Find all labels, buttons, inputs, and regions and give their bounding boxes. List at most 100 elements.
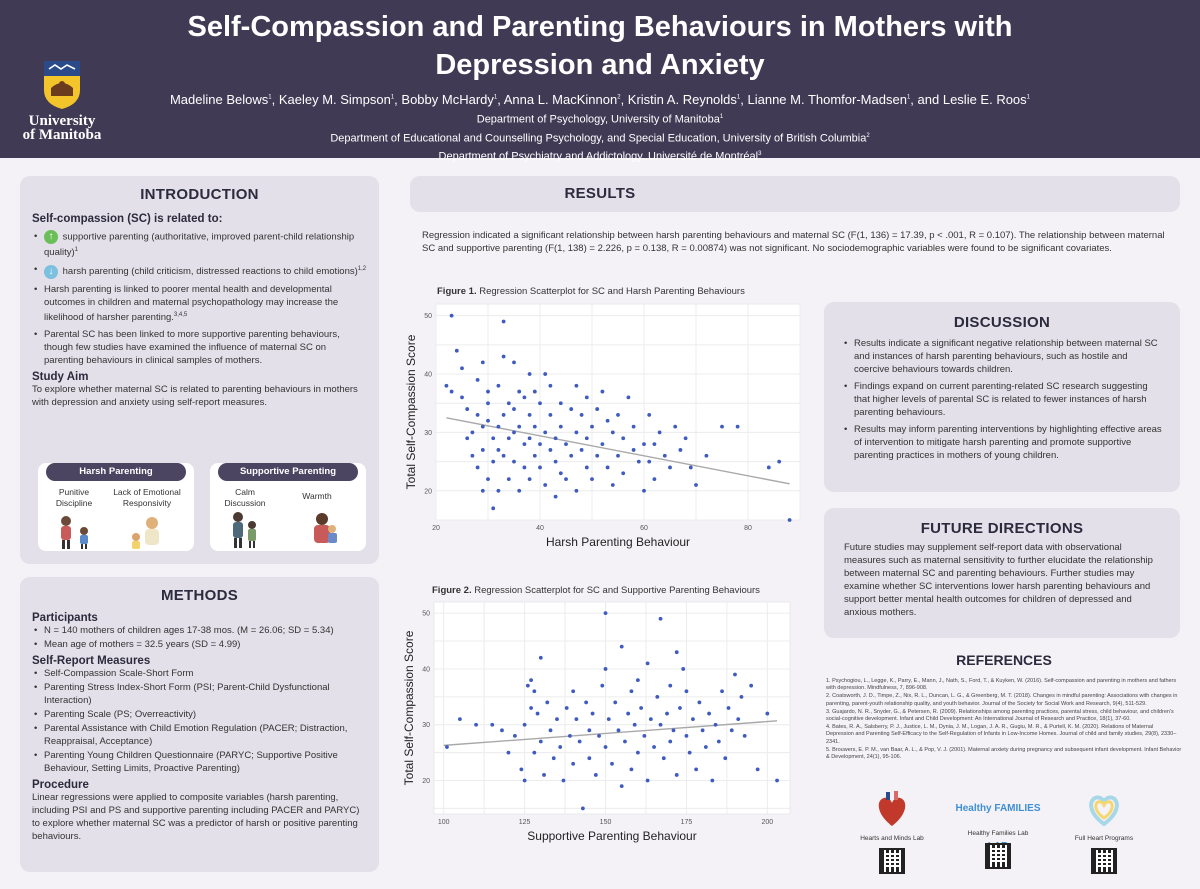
- discussion-list: Results indicate a significant negative …: [842, 337, 1162, 462]
- data-point: [775, 778, 779, 783]
- future-directions-text: Future studies may supplement self-repor…: [844, 542, 1153, 618]
- intro-bullets: ↑ supportive parenting (authoritative, i…: [32, 230, 367, 367]
- data-point: [496, 383, 501, 388]
- data-point: [532, 750, 537, 755]
- references-title: REFERENCES: [956, 652, 1052, 668]
- intro-bullet-gap: Parental SC has been linked to more supp…: [32, 328, 367, 367]
- author: Kaeley M. Simpson: [278, 92, 391, 107]
- data-point: [729, 728, 734, 733]
- author-affil-sup: 1: [493, 94, 498, 101]
- author: Madeline Belows: [169, 92, 269, 107]
- data-point: [621, 436, 626, 441]
- data-point: [542, 773, 546, 777]
- introduction-panel: INTRODUCTION Self-compassion (SC) is rel…: [20, 176, 379, 564]
- discussion-panel: DISCUSSION Results indicate a significan…: [824, 302, 1180, 492]
- reference-item: 3. Guajardo, N. R., Snyder, G., & Peters…: [826, 708, 1174, 723]
- author-affil-sup: 1: [906, 94, 911, 101]
- qr-code-icon[interactable]: [879, 848, 905, 874]
- reference-item: 5. Brouwers, E. P. M., van Baar, A. L., …: [826, 746, 1182, 761]
- data-point: [522, 465, 527, 470]
- measure-item: Parenting Scale (PS; Overreactivity): [32, 708, 367, 721]
- y-tick-label: 40: [422, 666, 430, 673]
- supportive-card-title: Supportive Parenting: [218, 463, 358, 481]
- author-affil-sup: 1: [268, 94, 272, 101]
- data-point: [553, 459, 558, 464]
- data-point: [742, 733, 747, 738]
- data-point: [543, 372, 548, 376]
- data-point: [460, 395, 464, 400]
- data-point: [688, 465, 693, 470]
- data-point: [631, 424, 636, 429]
- data-point: [720, 424, 724, 429]
- future-directions-title: FUTURE DIRECTIONS: [920, 520, 1084, 537]
- data-point: [527, 372, 532, 376]
- qr-code-icon[interactable]: [985, 843, 1011, 869]
- data-point: [444, 383, 449, 388]
- participant-item: Mean age of mothers = 32.5 years (SD = 4…: [32, 638, 367, 651]
- x-tick-label: 40: [536, 525, 544, 532]
- data-point: [490, 722, 495, 727]
- data-point: [713, 722, 718, 727]
- figure-2-scatterplot: 100 125 150 175 200 20 30 40 50 Supportive Parent…: [402, 601, 791, 843]
- rainbow-heart-icon: [1089, 795, 1119, 827]
- data-point: [538, 655, 543, 660]
- lab-name: Hearts and Minds Lab: [860, 835, 924, 842]
- data-point: [522, 778, 527, 783]
- poster-title: Self-Compassion and Parenting Behaviours…: [130, 8, 1070, 84]
- bullet-text: Parental SC has been linked to more supp…: [44, 328, 340, 366]
- data-point: [525, 683, 530, 688]
- data-point: [595, 407, 600, 411]
- reference-item: 1. Psychogiou, L., Legge, K., Parry, E.,…: [826, 678, 1177, 692]
- data-point: [548, 413, 553, 417]
- data-point: [678, 448, 683, 452]
- data-point: [513, 733, 517, 738]
- data-point: [642, 733, 647, 738]
- measure-item: Parenting Young Children Questionnaire (…: [32, 749, 367, 775]
- data-point: [668, 683, 673, 688]
- data-point: [579, 448, 584, 452]
- data-point: [532, 424, 537, 429]
- data-point: [555, 717, 559, 722]
- data-point: [648, 717, 653, 722]
- university-name-line2: of Manitoba: [22, 127, 102, 143]
- figure-1-caption: Figure 1. Regression Scatterplot for SC …: [437, 286, 745, 297]
- data-point: [538, 442, 542, 447]
- data-point: [726, 706, 731, 710]
- healthy-families-logo-text: Healthy FAMILIES LAB: [955, 803, 1041, 852]
- data-point: [551, 756, 556, 761]
- figure-1-caption-text: Regression Scatterplot for SC and Harsh …: [479, 286, 745, 297]
- data-point: [558, 424, 563, 429]
- data-point: [580, 806, 585, 811]
- figure-2-caption-text: Regression Scatterplot for SC and Suppor…: [474, 585, 760, 596]
- data-point: [621, 471, 626, 476]
- lab-name: Full Heart Programs: [1074, 835, 1134, 842]
- x-tick-label: 200: [762, 819, 774, 826]
- data-point: [522, 395, 527, 400]
- data-point: [635, 750, 640, 755]
- references-section: REFERENCES 1. Psychogiou, L., Legge, K.,…: [826, 652, 1182, 762]
- y-tick-label: 40: [424, 372, 432, 379]
- data-point: [532, 689, 537, 694]
- data-point: [657, 430, 662, 435]
- data-point: [522, 442, 527, 447]
- author: Kristin A. Reynolds: [627, 92, 737, 107]
- data-point: [635, 678, 640, 683]
- qr-code-icon[interactable]: [1091, 848, 1117, 874]
- data-point: [449, 313, 454, 318]
- data-point: [720, 689, 724, 694]
- x-tick-label: 175: [681, 819, 693, 826]
- data-point: [517, 488, 522, 493]
- data-point: [652, 477, 657, 482]
- data-point: [787, 518, 792, 522]
- data-point: [506, 750, 511, 755]
- measures-title: Self-Report Measures: [32, 655, 151, 667]
- future-directions-panel: FUTURE DIRECTIONS Future studies may sup…: [824, 508, 1180, 638]
- data-point: [486, 418, 490, 423]
- data-point: [577, 739, 582, 744]
- data-point: [587, 756, 592, 761]
- data-point: [475, 465, 480, 470]
- y-tick-label: 30: [422, 722, 430, 729]
- data-point: [597, 733, 601, 738]
- x-tick-label: 150: [600, 819, 612, 826]
- data-point: [697, 700, 702, 705]
